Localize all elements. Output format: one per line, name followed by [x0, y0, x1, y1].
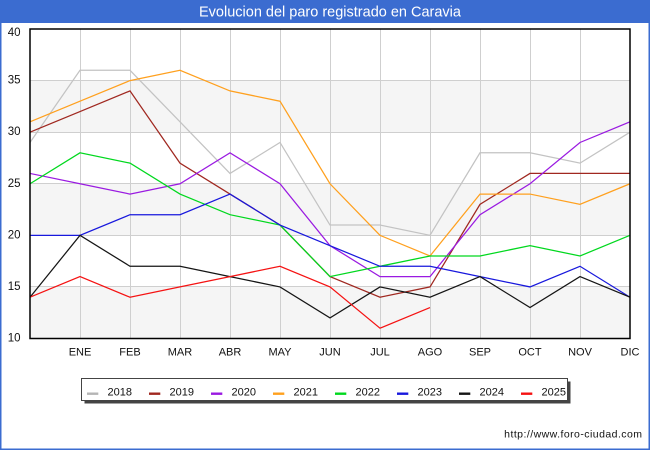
svg-text:2021: 2021 [294, 387, 318, 399]
svg-text:JUL: JUL [370, 346, 390, 358]
svg-text:2022: 2022 [356, 387, 380, 399]
svg-text:MAY: MAY [268, 346, 292, 358]
svg-text:2019: 2019 [170, 387, 194, 399]
svg-text:25: 25 [8, 178, 21, 190]
svg-text:20: 20 [8, 229, 21, 241]
svg-text:2018: 2018 [108, 387, 132, 399]
svg-text:FEB: FEB [119, 346, 140, 358]
svg-text:2024: 2024 [480, 387, 504, 399]
svg-text:AGO: AGO [418, 346, 443, 358]
svg-text:10: 10 [8, 333, 21, 345]
svg-text:OCT: OCT [518, 346, 542, 358]
svg-text:2020: 2020 [232, 387, 256, 399]
svg-text:NOV: NOV [568, 346, 593, 358]
svg-text:DIC: DIC [621, 346, 640, 358]
svg-text:ENE: ENE [69, 346, 92, 358]
svg-text:2025: 2025 [542, 387, 566, 399]
svg-text:SEP: SEP [469, 346, 491, 358]
svg-text:ABR: ABR [219, 346, 242, 358]
svg-text:Evolucion del paro registrado: Evolucion del paro registrado en Caravia [199, 5, 462, 21]
svg-text:15: 15 [8, 281, 21, 293]
svg-text:35: 35 [8, 75, 21, 87]
svg-text:JUN: JUN [319, 346, 340, 358]
svg-text:MAR: MAR [168, 346, 193, 358]
svg-text:40: 40 [8, 27, 21, 39]
svg-text:2023: 2023 [418, 387, 442, 399]
svg-text:http://www.foro-ciudad.com: http://www.foro-ciudad.com [504, 429, 642, 441]
svg-text:30: 30 [8, 126, 21, 138]
